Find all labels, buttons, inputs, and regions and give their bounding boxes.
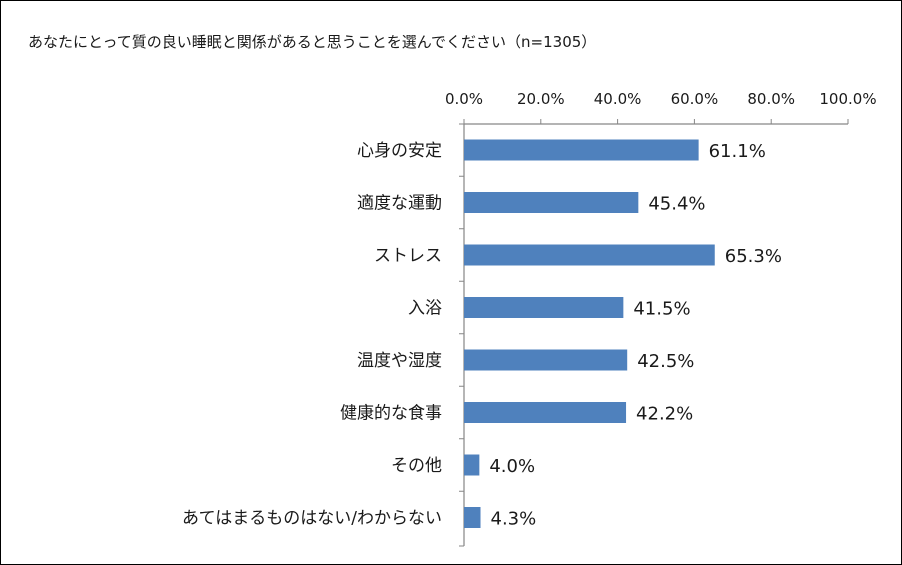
data-label: 4.0%: [489, 456, 535, 477]
data-label: 65.3%: [725, 246, 782, 267]
axes: [459, 123, 848, 547]
data-label: 42.2%: [636, 404, 693, 425]
bar: [464, 454, 480, 476]
value-labels: 61.1% 45.4% 65.3% 41.5% 42.5% 42.2% 4.0% 4.3%: [489, 141, 782, 530]
bar: [464, 297, 624, 318]
chart-title: あなたにとって質の良い睡眠と関係があると思うことを選んでください（n=1305）: [28, 33, 597, 51]
x-tick-label: 0.0%: [445, 90, 483, 108]
category-label: 入浴: [408, 299, 442, 319]
category-label: ストレス: [374, 246, 442, 266]
bar: [464, 507, 481, 528]
category-label: 健康的な食事: [340, 404, 442, 424]
x-tick-label: 20.0%: [517, 90, 565, 108]
category-label: 適度な運動: [357, 194, 442, 214]
bar: [464, 402, 627, 423]
category-label: その他: [391, 456, 442, 476]
bar: [464, 139, 699, 161]
data-label: 61.1%: [709, 141, 766, 162]
x-tick-label: 100.0%: [819, 90, 876, 108]
data-label: 42.5%: [637, 351, 694, 372]
category-label: あてはまるものはない/わからない: [182, 509, 442, 529]
data-label: 45.4%: [648, 194, 705, 215]
data-label: 4.3%: [491, 509, 537, 530]
bar: [464, 244, 715, 266]
x-tick-label: 40.0%: [594, 90, 642, 108]
bar: [464, 349, 628, 371]
category-label: 温度や湿度: [357, 351, 442, 371]
data-label: 41.5%: [633, 299, 690, 320]
x-tick-label: 60.0%: [671, 90, 719, 108]
bar: [464, 192, 639, 213]
x-axis-ticks: 0.0% 20.0% 40.0% 60.0% 80.0% 100.0%: [445, 90, 877, 124]
bars: [464, 139, 715, 528]
x-tick-label: 80.0%: [747, 90, 795, 108]
category-label: 心身の安定: [357, 141, 442, 161]
category-labels: 心身の安定適度な運動ストレス入浴温度や湿度健康的な食事その他あてはまるものはない…: [182, 141, 442, 529]
